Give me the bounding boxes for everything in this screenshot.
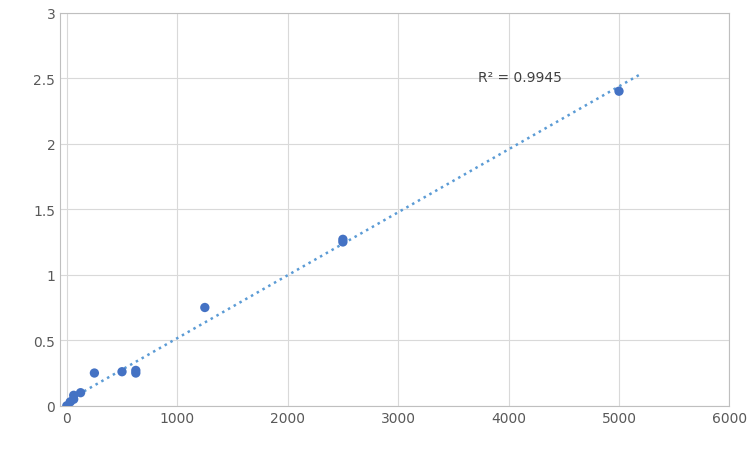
Point — [74, 389, 86, 396]
Text: R² = 0.9945: R² = 0.9945 — [478, 70, 562, 84]
Point — [199, 304, 211, 312]
Point — [130, 367, 142, 374]
Point — [116, 368, 128, 376]
Point — [61, 402, 73, 410]
Point — [89, 370, 101, 377]
Point — [337, 239, 349, 246]
Point — [68, 396, 80, 403]
Point — [337, 236, 349, 244]
Point — [613, 88, 625, 96]
Point — [64, 398, 76, 405]
Point — [130, 370, 142, 377]
Point — [68, 392, 80, 399]
